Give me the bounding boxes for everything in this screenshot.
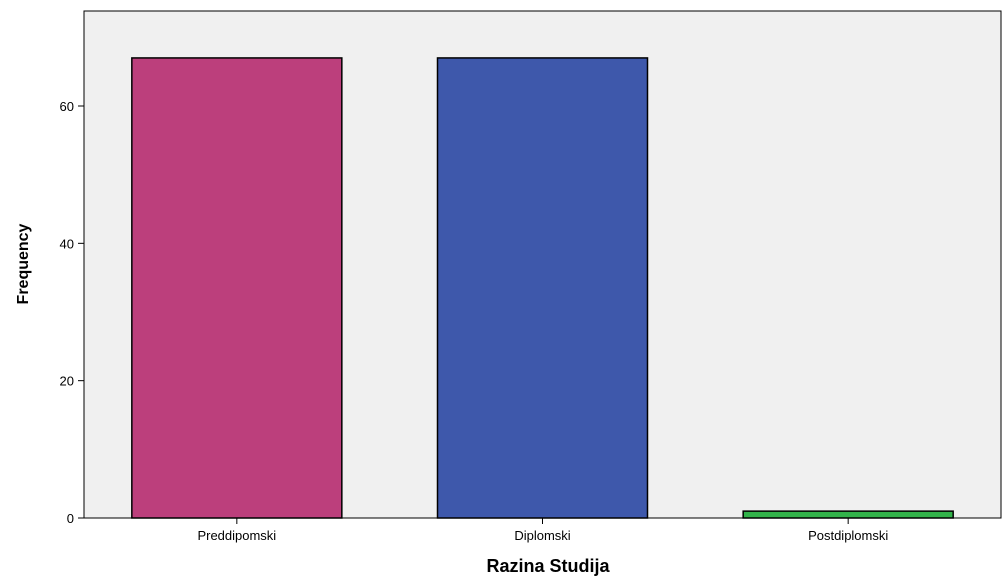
y-tick-label: 40 [60, 236, 74, 251]
x-axis-title: Razina Studija [486, 556, 610, 576]
x-tick-label: Postdiplomski [808, 528, 888, 543]
x-tick-label: Preddipomski [197, 528, 276, 543]
x-axis-ticks: Preddipomski Diplomski Postdiplomski [197, 518, 888, 543]
x-tick-label: Diplomski [514, 528, 570, 543]
bar-diplomski [436, 57, 649, 519]
y-tick-label: 20 [60, 374, 74, 389]
y-tick-label: 60 [60, 99, 74, 114]
bars [131, 57, 954, 519]
bar-preddipomski [131, 57, 343, 519]
bar-postdiplomski [742, 510, 954, 519]
y-axis-title: Frequency [15, 223, 32, 304]
y-tick-label: 0 [67, 511, 74, 526]
y-axis-ticks: 0 20 40 60 [60, 99, 84, 526]
